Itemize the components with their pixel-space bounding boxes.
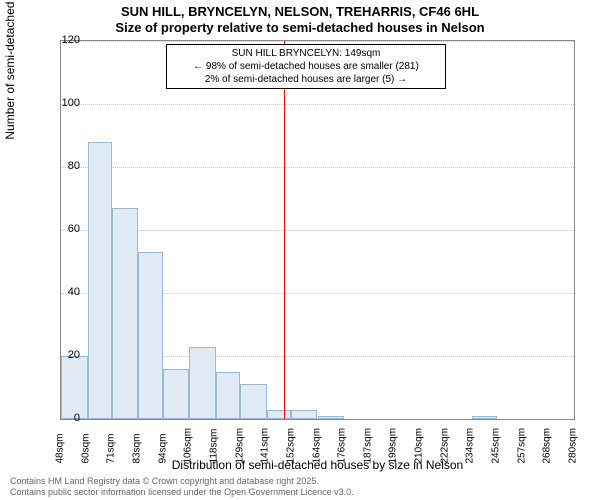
histogram-bar (267, 410, 291, 419)
chart-title-main: SUN HILL, BRYNCELYN, NELSON, TREHARRIS, … (0, 4, 600, 19)
plot-area: SUN HILL BRYNCELYN: 149sqm← 98% of semi-… (60, 40, 575, 420)
x-tick-label: 210sqm (414, 428, 425, 464)
histogram-bar (291, 410, 318, 419)
x-tick-label: 257sqm (516, 428, 527, 464)
reference-line (284, 41, 285, 419)
histogram-bar (318, 416, 345, 419)
y-tick-label: 60 (50, 223, 80, 235)
x-tick-label: 48sqm (55, 433, 66, 463)
annotation-line1: SUN HILL BRYNCELYN: 149sqm (171, 47, 441, 60)
attribution-text: Contains HM Land Registry data © Crown c… (10, 476, 354, 498)
x-tick-label: 164sqm (311, 428, 322, 464)
x-tick-label: 152sqm (285, 428, 296, 464)
y-tick-label: 20 (50, 349, 80, 361)
histogram-bar (189, 347, 216, 419)
x-tick-label: 280sqm (568, 428, 579, 464)
grid-line (61, 104, 574, 105)
histogram-bar (163, 369, 190, 419)
x-tick-label: 234sqm (465, 428, 476, 464)
attribution-line1: Contains HM Land Registry data © Crown c… (10, 476, 354, 487)
y-tick-label: 120 (50, 34, 80, 46)
chart-container: SUN HILL, BRYNCELYN, NELSON, TREHARRIS, … (0, 0, 600, 500)
histogram-bar (88, 142, 112, 419)
annotation-box: SUN HILL BRYNCELYN: 149sqm← 98% of semi-… (166, 44, 446, 89)
x-tick-label: 245sqm (491, 428, 502, 464)
x-tick-label: 187sqm (362, 428, 373, 464)
histogram-bar (472, 416, 496, 419)
y-tick-label: 100 (50, 97, 80, 109)
x-tick-label: 83sqm (131, 433, 142, 463)
histogram-bar (112, 208, 139, 419)
x-tick-label: 106sqm (183, 428, 194, 464)
x-tick-label: 199sqm (388, 428, 399, 464)
y-tick-label: 0 (50, 412, 80, 424)
grid-line (61, 41, 574, 42)
x-tick-label: 141sqm (260, 428, 271, 464)
x-tick-label: 222sqm (439, 428, 450, 464)
annotation-line2: ← 98% of semi-detached houses are smalle… (171, 60, 441, 73)
x-tick-label: 94sqm (157, 433, 168, 463)
x-tick-label: 268sqm (542, 428, 553, 464)
chart-title-sub: Size of property relative to semi-detach… (0, 20, 600, 35)
histogram-bar (138, 252, 162, 419)
grid-line (61, 167, 574, 168)
x-tick-label: 118sqm (208, 429, 219, 464)
histogram-bar (240, 384, 267, 419)
histogram-bar (216, 372, 240, 419)
attribution-line2: Contains public sector information licen… (10, 487, 354, 498)
x-tick-label: 71sqm (106, 433, 117, 463)
annotation-line3: 2% of semi-detached houses are larger (5… (171, 73, 441, 86)
x-tick-label: 60sqm (80, 433, 91, 463)
y-axis-label: Number of semi-detached properties (3, 0, 17, 140)
y-tick-label: 40 (50, 286, 80, 298)
histogram-bar (61, 356, 88, 419)
x-tick-label: 129sqm (234, 428, 245, 464)
x-tick-label: 176sqm (337, 428, 348, 464)
y-tick-label: 80 (50, 160, 80, 172)
